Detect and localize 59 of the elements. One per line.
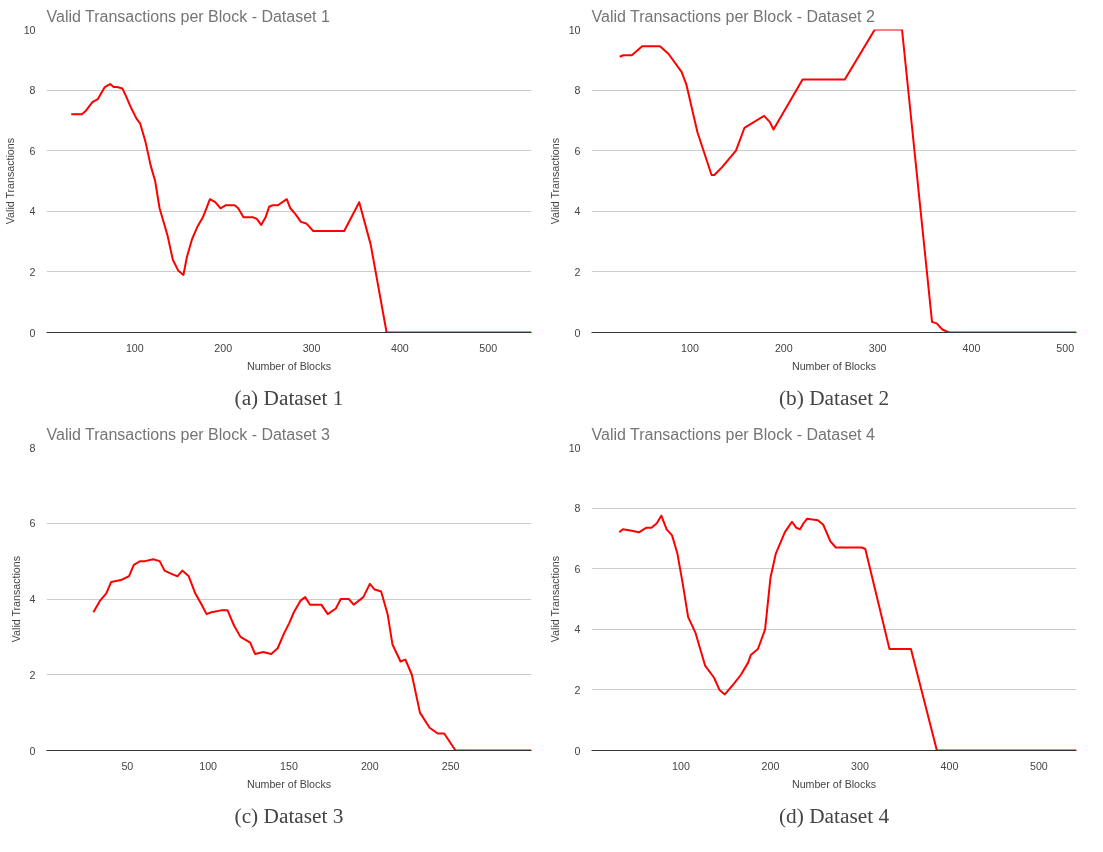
y-tick-label: 0 bbox=[29, 326, 36, 339]
x-tick-label: 150 bbox=[280, 759, 298, 772]
y-tick-label: 0 bbox=[29, 744, 36, 757]
x-tick-label: 300 bbox=[868, 341, 887, 354]
y-tick-label: 4 bbox=[574, 623, 581, 636]
x-tick-label: 200 bbox=[214, 341, 233, 354]
y-axis-title: Valid Transactions bbox=[9, 555, 22, 643]
chart-title: Valid Transactions per Block - Dataset 4 bbox=[591, 425, 875, 443]
x-tick-label: 500 bbox=[1030, 759, 1048, 772]
y-tick-label: 4 bbox=[574, 205, 581, 218]
x-tick-label: 400 bbox=[940, 759, 959, 772]
y-tick-label: 10 bbox=[568, 441, 581, 454]
x-tick-label: 500 bbox=[479, 341, 498, 354]
text: (c) Dataset 3 bbox=[234, 803, 344, 828]
x-tick-label: 100 bbox=[672, 759, 690, 772]
y-tick-label: 10 bbox=[23, 23, 36, 36]
x-tick-label: 400 bbox=[962, 341, 981, 354]
y-tick-label: 10 bbox=[568, 23, 581, 36]
x-tick-label: 200 bbox=[761, 759, 780, 772]
y-tick-label: 4 bbox=[29, 593, 36, 605]
y-tick-label: 8 bbox=[574, 502, 581, 515]
x-axis-title: Number of Blocks bbox=[791, 359, 877, 372]
y-tick-label: 2 bbox=[574, 683, 581, 696]
y-tick-label: 2 bbox=[29, 668, 36, 681]
chart-title: Valid Transactions per Block - Dataset 1 bbox=[46, 7, 330, 25]
x-tick-label: 300 bbox=[302, 341, 321, 354]
x-tick-label: 100 bbox=[199, 759, 218, 772]
x-tick-label: 100 bbox=[681, 341, 699, 354]
y-tick-label: 4 bbox=[29, 205, 36, 218]
y-tick-label: 6 bbox=[574, 144, 581, 157]
x-tick-label: 500 bbox=[1056, 341, 1075, 354]
text: (b) Dataset 2 bbox=[778, 385, 890, 410]
y-axis-title: Valid Transactions bbox=[3, 137, 16, 225]
x-tick-label: 200 bbox=[360, 759, 379, 772]
text: (d) Dataset 4 bbox=[778, 803, 890, 828]
y-axis-title: Valid Transactions bbox=[548, 137, 561, 225]
x-tick-label: 50 bbox=[121, 759, 134, 772]
chart-title: Valid Transactions per Block - Dataset 2 bbox=[591, 7, 875, 25]
y-tick-label: 2 bbox=[29, 265, 36, 278]
y-tick-label: 6 bbox=[29, 517, 36, 530]
y-tick-label: 6 bbox=[574, 562, 581, 575]
y-tick-label: 0 bbox=[574, 744, 581, 757]
y-tick-label: 8 bbox=[29, 441, 36, 454]
y-tick-label: 8 bbox=[29, 84, 36, 97]
x-axis-title: Number of Blocks bbox=[246, 359, 332, 372]
chart-title: Valid Transactions per Block - Dataset 3 bbox=[46, 425, 330, 443]
x-tick-label: 300 bbox=[851, 759, 869, 772]
y-tick-label: 2 bbox=[574, 265, 581, 278]
x-tick-label: 200 bbox=[774, 341, 793, 354]
x-axis-title: Number of Blocks bbox=[791, 777, 877, 790]
y-tick-label: 8 bbox=[574, 84, 581, 97]
y-tick-label: 0 bbox=[574, 326, 581, 339]
x-tick-label: 400 bbox=[390, 341, 409, 354]
x-axis-title: Number of Blocks bbox=[246, 777, 332, 790]
text: (a) Dataset 1 bbox=[234, 385, 344, 410]
y-tick-label: 6 bbox=[29, 144, 36, 157]
x-tick-label: 250 bbox=[441, 759, 460, 772]
y-axis-title: Valid Transactions bbox=[548, 555, 561, 643]
x-tick-label: 100 bbox=[125, 341, 144, 354]
